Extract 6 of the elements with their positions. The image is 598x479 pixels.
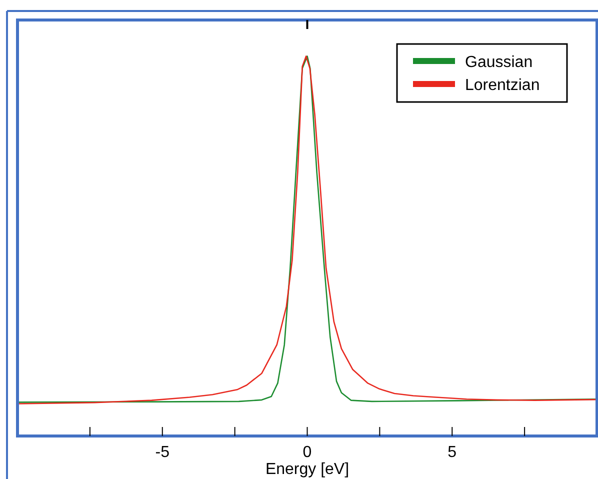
x-tick-label: -5	[155, 444, 170, 461]
legend-label: Gaussian	[465, 54, 533, 71]
legend-label: Lorentzian	[465, 77, 540, 94]
x-axis-title: Energy [eV]	[265, 461, 350, 478]
x-tick-label: 5	[448, 444, 457, 461]
x-tick-label: 0	[302, 444, 312, 461]
